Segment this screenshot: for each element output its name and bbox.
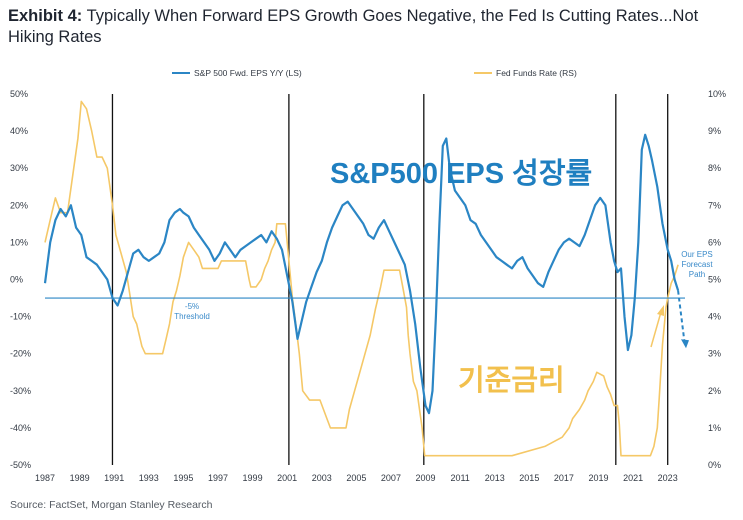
rate-overlay-label: 기준금리 [458, 364, 565, 397]
right-tick-label: 4% [708, 312, 721, 322]
x-tick-label: 2015 [519, 473, 539, 483]
threshold-label: Threshold [174, 312, 210, 321]
x-tick-label: 2023 [658, 473, 678, 483]
right-tick-label: 0% [708, 460, 721, 470]
x-tick-label: 2013 [485, 473, 505, 483]
exhibit-label: Exhibit 4: [8, 7, 83, 25]
legend-label-rate: Fed Funds Rate (RS) [496, 68, 577, 78]
chart-axes: 50% 40% 30% 20% 10% 0% -10% -20% -30% -40% -50% 10%… [10, 89, 726, 483]
x-tick-label: 1987 [35, 473, 55, 483]
series-line-eps-growth [43, 133, 680, 415]
threshold-label: -5% [185, 302, 199, 311]
right-tick-label: 5% [708, 275, 721, 285]
left-tick-label: 10% [10, 237, 28, 247]
x-tick-label: 1997 [208, 473, 228, 483]
x-tick-label: 2017 [554, 473, 574, 483]
x-tick-label: 1989 [70, 473, 90, 483]
left-tick-label: 0% [10, 275, 23, 285]
left-tick-label: -40% [10, 423, 31, 433]
left-tick-label: 20% [10, 200, 28, 210]
x-tick-label: 2011 [450, 473, 469, 483]
x-tick-label: 1991 [104, 473, 124, 483]
right-tick-label: 3% [708, 349, 721, 359]
right-tick-label: 7% [708, 200, 721, 210]
x-tick-label: 1999 [243, 473, 263, 483]
right-tick-label: 10% [708, 89, 726, 99]
forecast-label: Path [689, 270, 705, 279]
right-tick-label: 9% [708, 126, 721, 136]
chart-legend: S&P 500 Fwd. EPS Y/Y (LS) Fed Funds Rate … [172, 68, 577, 78]
rate-rise-arrow-icon [657, 305, 664, 316]
x-tick-label: 2019 [588, 473, 608, 483]
left-tick-label: 50% [10, 89, 28, 99]
legend-label-eps: S&P 500 Fwd. EPS Y/Y (LS) [194, 68, 302, 78]
forecast-path [677, 290, 686, 347]
eps-overlay-label: S&P500 EPS 성장률 [330, 157, 592, 190]
chart-title: Exhibit 4: Typically When Forward EPS Gr… [8, 6, 738, 48]
x-tick-label: 2007 [381, 473, 401, 483]
left-tick-label: -10% [10, 312, 31, 322]
chart-series [43, 100, 689, 457]
title-text: Typically When Forward EPS Growth Goes N… [8, 7, 699, 46]
x-tick-label: 2021 [623, 473, 643, 483]
forecast-arrow-icon [681, 339, 689, 349]
forecast-label: Our EPS [681, 250, 713, 259]
series-line-fed-funds-rate [44, 100, 679, 457]
recession-lines [111, 94, 669, 465]
left-tick-label: -30% [10, 386, 31, 396]
left-tick-label: -50% [10, 460, 31, 470]
forecast-label: Forecast [681, 260, 713, 269]
right-tick-label: 1% [708, 423, 721, 433]
right-tick-label: 6% [708, 237, 721, 247]
rate-rise-arrow [650, 311, 662, 348]
x-tick-label: 2009 [416, 473, 436, 483]
x-tick-label: 1993 [139, 473, 159, 483]
left-tick-label: 30% [10, 163, 28, 173]
x-tick-label: 1995 [173, 473, 193, 483]
x-tick-label: 2001 [277, 473, 297, 483]
x-tick-label: 2005 [346, 473, 366, 483]
right-tick-label: 8% [708, 163, 721, 173]
left-tick-label: 40% [10, 126, 28, 136]
x-tick-label: 2003 [312, 473, 332, 483]
left-tick-label: -20% [10, 349, 31, 359]
source-note: Source: FactSet, Morgan Stanley Research [10, 499, 213, 511]
right-tick-label: 2% [708, 386, 721, 396]
